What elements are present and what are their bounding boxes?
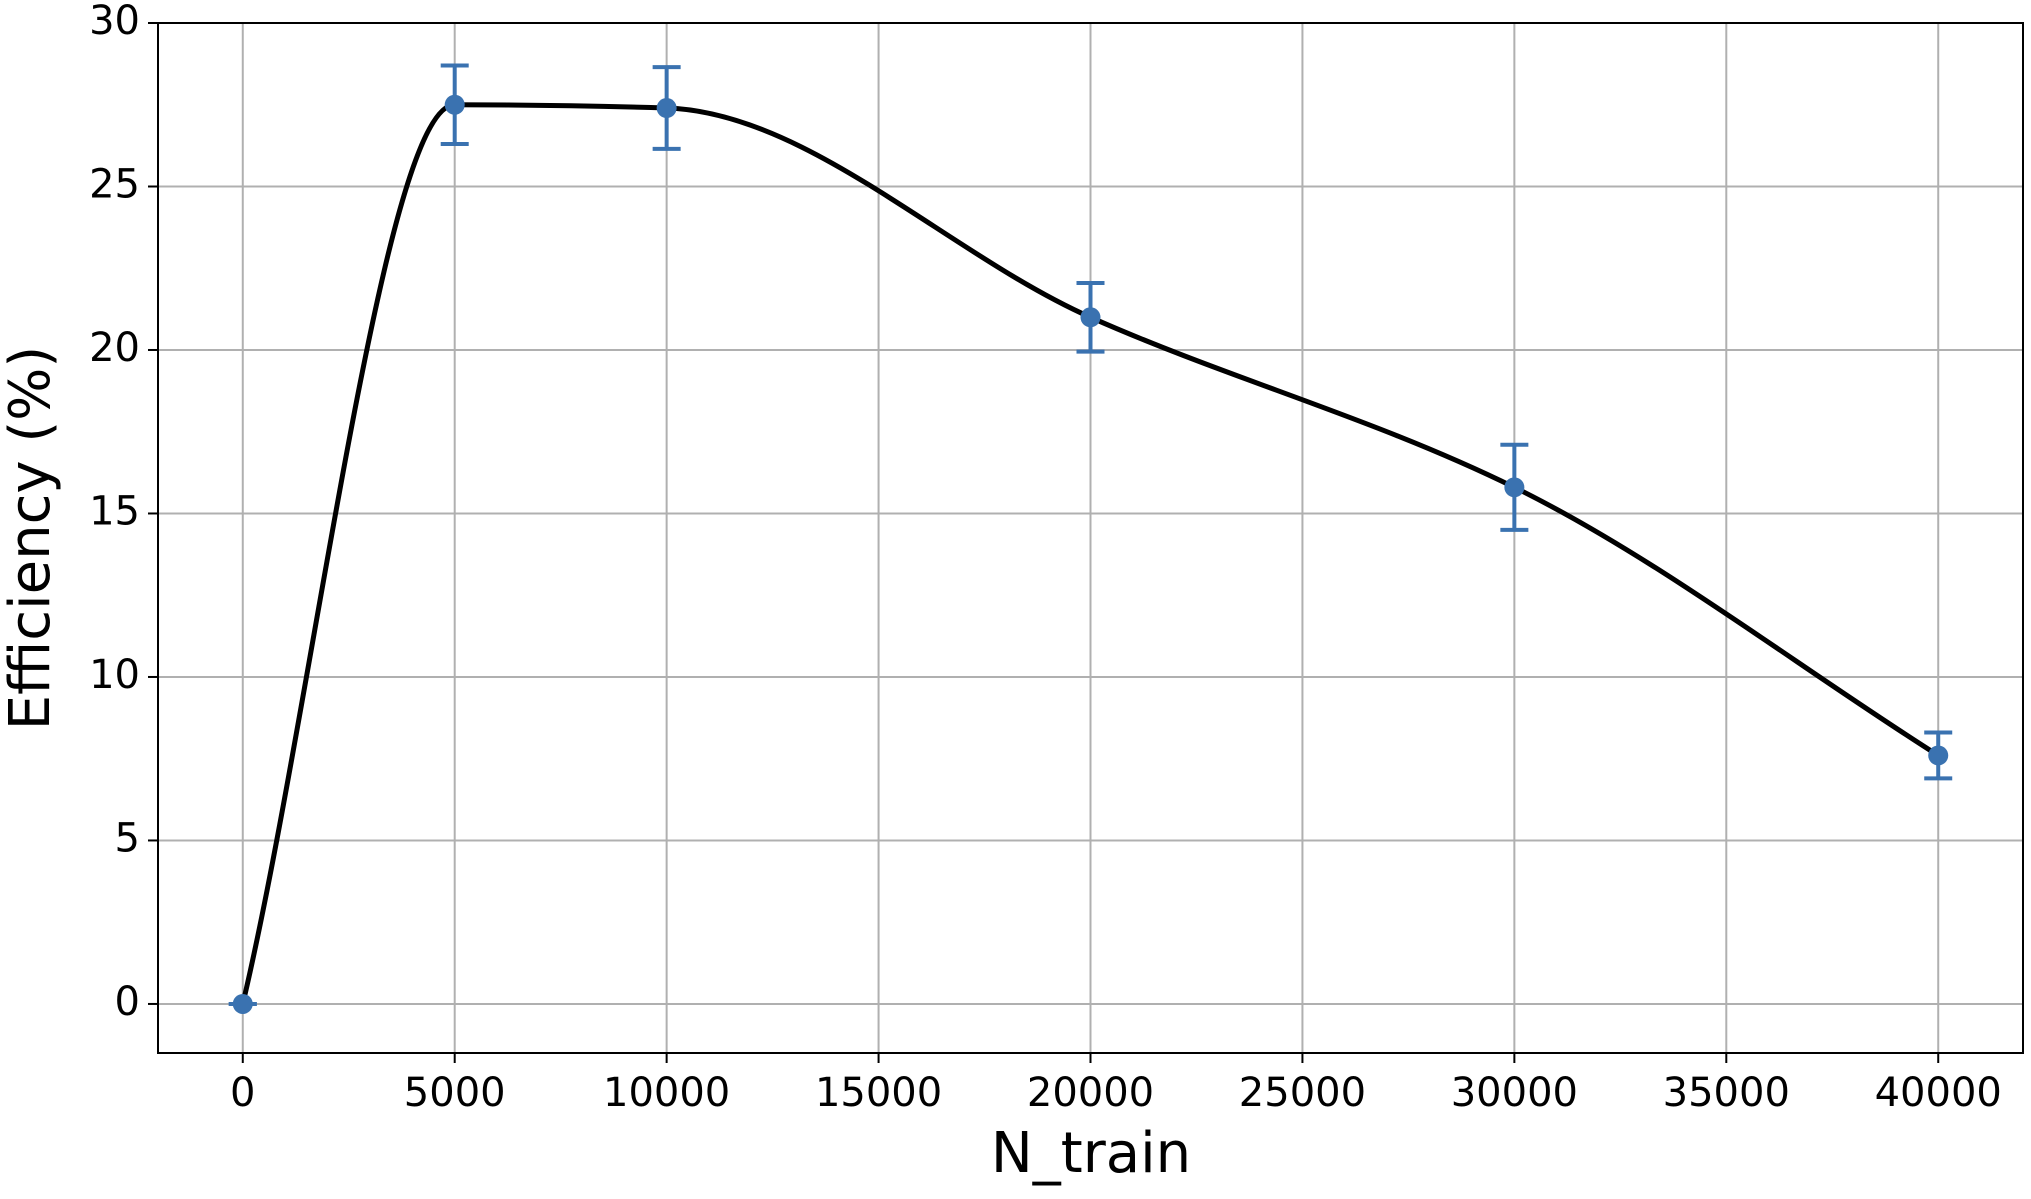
x-tick-label: 25000 (1239, 1070, 1366, 1116)
y-axis-label: Efficiency (%) (0, 346, 63, 730)
y-tick-label: 25 (89, 161, 140, 207)
x-tick-label: 5000 (404, 1070, 506, 1116)
x-axis-label: N_train (991, 1121, 1191, 1186)
fit-curve (240, 102, 1940, 1005)
y-tick-label: 20 (89, 325, 140, 371)
x-tick-label: 35000 (1663, 1070, 1790, 1116)
plot-frame (157, 22, 2024, 1054)
x-tick-label: 20000 (1027, 1070, 1154, 1116)
data-point (444, 94, 465, 115)
y-tick-label: 30 (89, 0, 140, 44)
data-point (232, 993, 253, 1014)
x-tick-label: 0 (230, 1070, 255, 1116)
data-point (1928, 745, 1949, 766)
x-tick-label: 10000 (603, 1070, 730, 1116)
y-tick-label: 5 (115, 815, 140, 861)
x-tick-label: 40000 (1875, 1070, 2002, 1116)
x-tick-label: 15000 (815, 1070, 942, 1116)
x-tick-label: 30000 (1451, 1070, 1578, 1116)
y-tick-label: 10 (89, 652, 140, 698)
y-tick-label: 15 (89, 488, 140, 534)
data-point (1504, 477, 1525, 498)
data-point (1080, 307, 1101, 328)
y-tick-label: 0 (115, 979, 140, 1025)
data-point (656, 98, 677, 119)
